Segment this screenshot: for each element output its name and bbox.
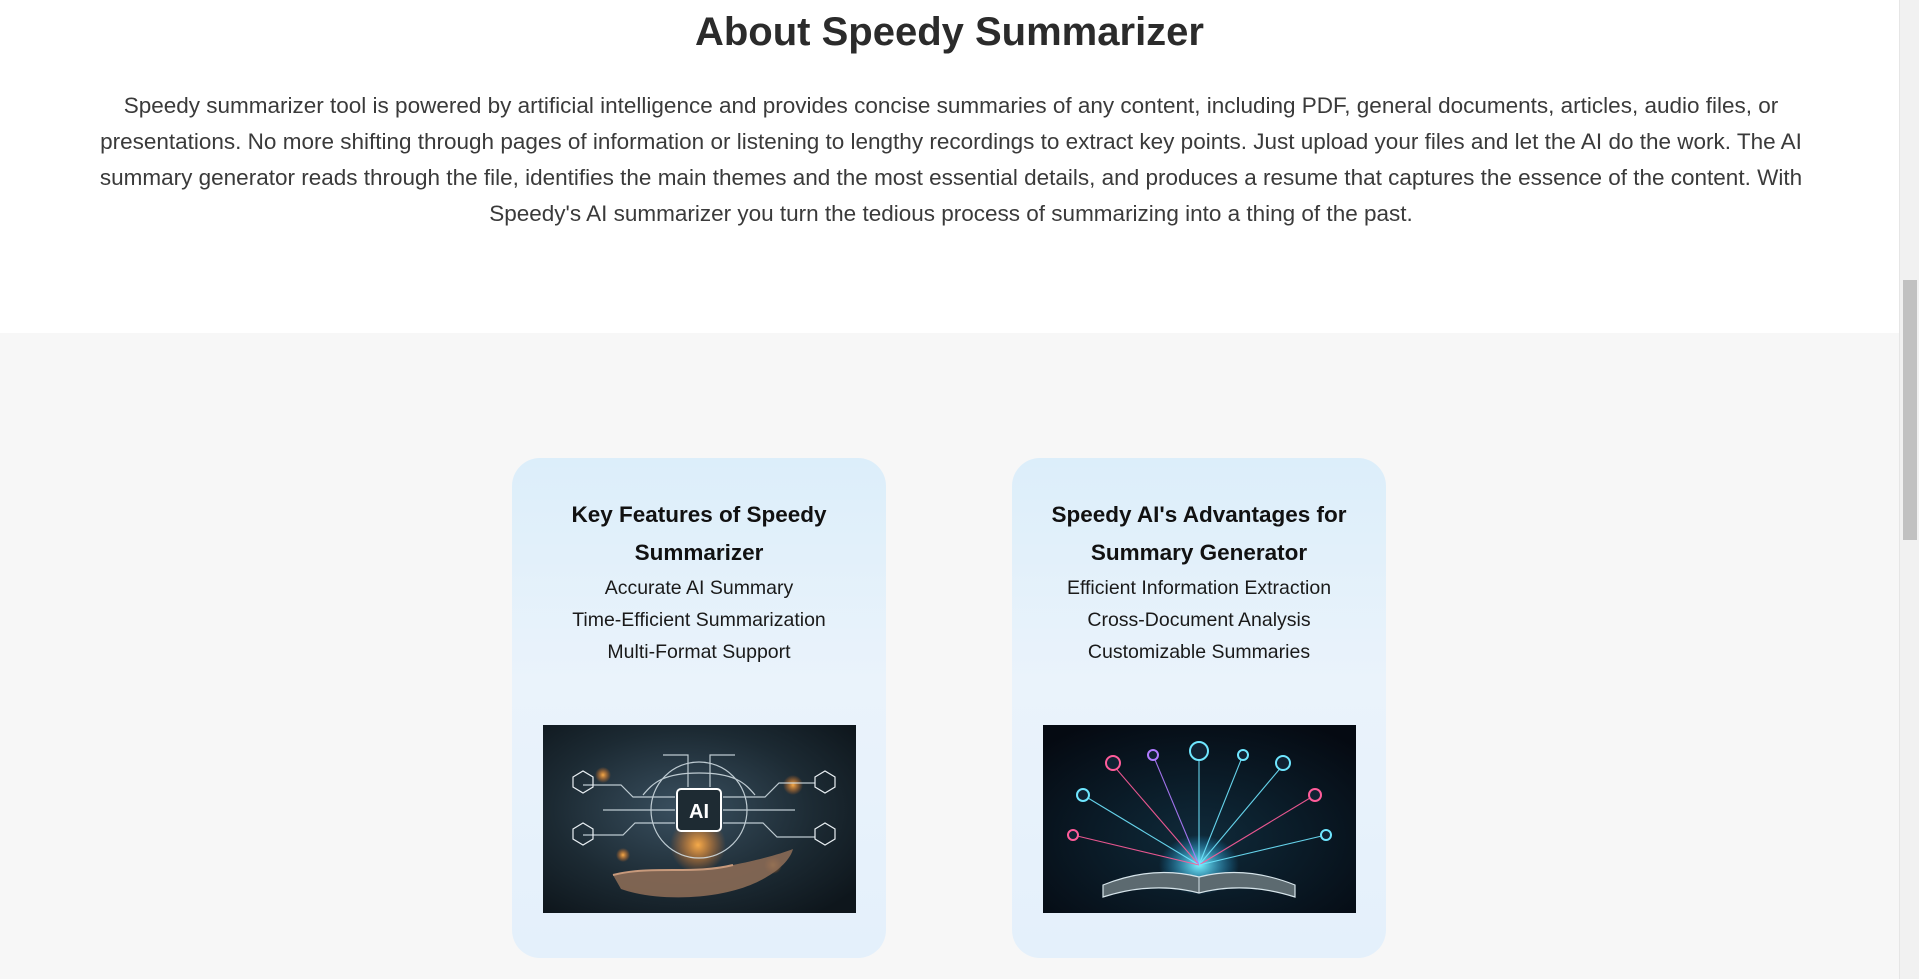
about-description: Speedy summarizer tool is powered by art… bbox=[99, 93, 1803, 226]
about-title: About Speedy Summarizer bbox=[694, 10, 1204, 54]
about-section: About Speedy Summarizer Speedy summarize… bbox=[0, 0, 1899, 333]
list-item: Cross-Document Analysis bbox=[1087, 609, 1311, 631]
list-item: Customizable Summaries bbox=[1087, 641, 1311, 663]
feature-card-key-features: Key Features of Speedy Summarizer Accura… bbox=[512, 458, 886, 958]
list-item: Multi-Format Support bbox=[607, 641, 791, 663]
list-item: Time-Efficient Summarization bbox=[572, 609, 826, 631]
scrollbar-thumb[interactable] bbox=[1903, 280, 1917, 540]
ai-book-image bbox=[1043, 725, 1356, 913]
card-title: Key Features of Speedy Summarizer bbox=[571, 502, 827, 565]
vertical-scrollbar[interactable] bbox=[1899, 0, 1919, 979]
feature-list: Efficient Information Extraction Cross-D… bbox=[1012, 572, 1386, 668]
list-item: Efficient Information Extraction bbox=[1066, 577, 1332, 599]
ai-chip-label: AI bbox=[689, 801, 709, 823]
feature-list: Accurate AI Summary Time-Efficient Summa… bbox=[512, 572, 886, 668]
ai-hand-image: AI bbox=[543, 725, 856, 913]
feature-card-advantages: Speedy AI's Advantages for Summary Gener… bbox=[1012, 458, 1386, 958]
features-section: Key Features of Speedy Summarizer Accura… bbox=[0, 333, 1899, 979]
card-title: Speedy AI's Advantages for Summary Gener… bbox=[1051, 502, 1347, 565]
list-item: Accurate AI Summary bbox=[604, 577, 794, 599]
